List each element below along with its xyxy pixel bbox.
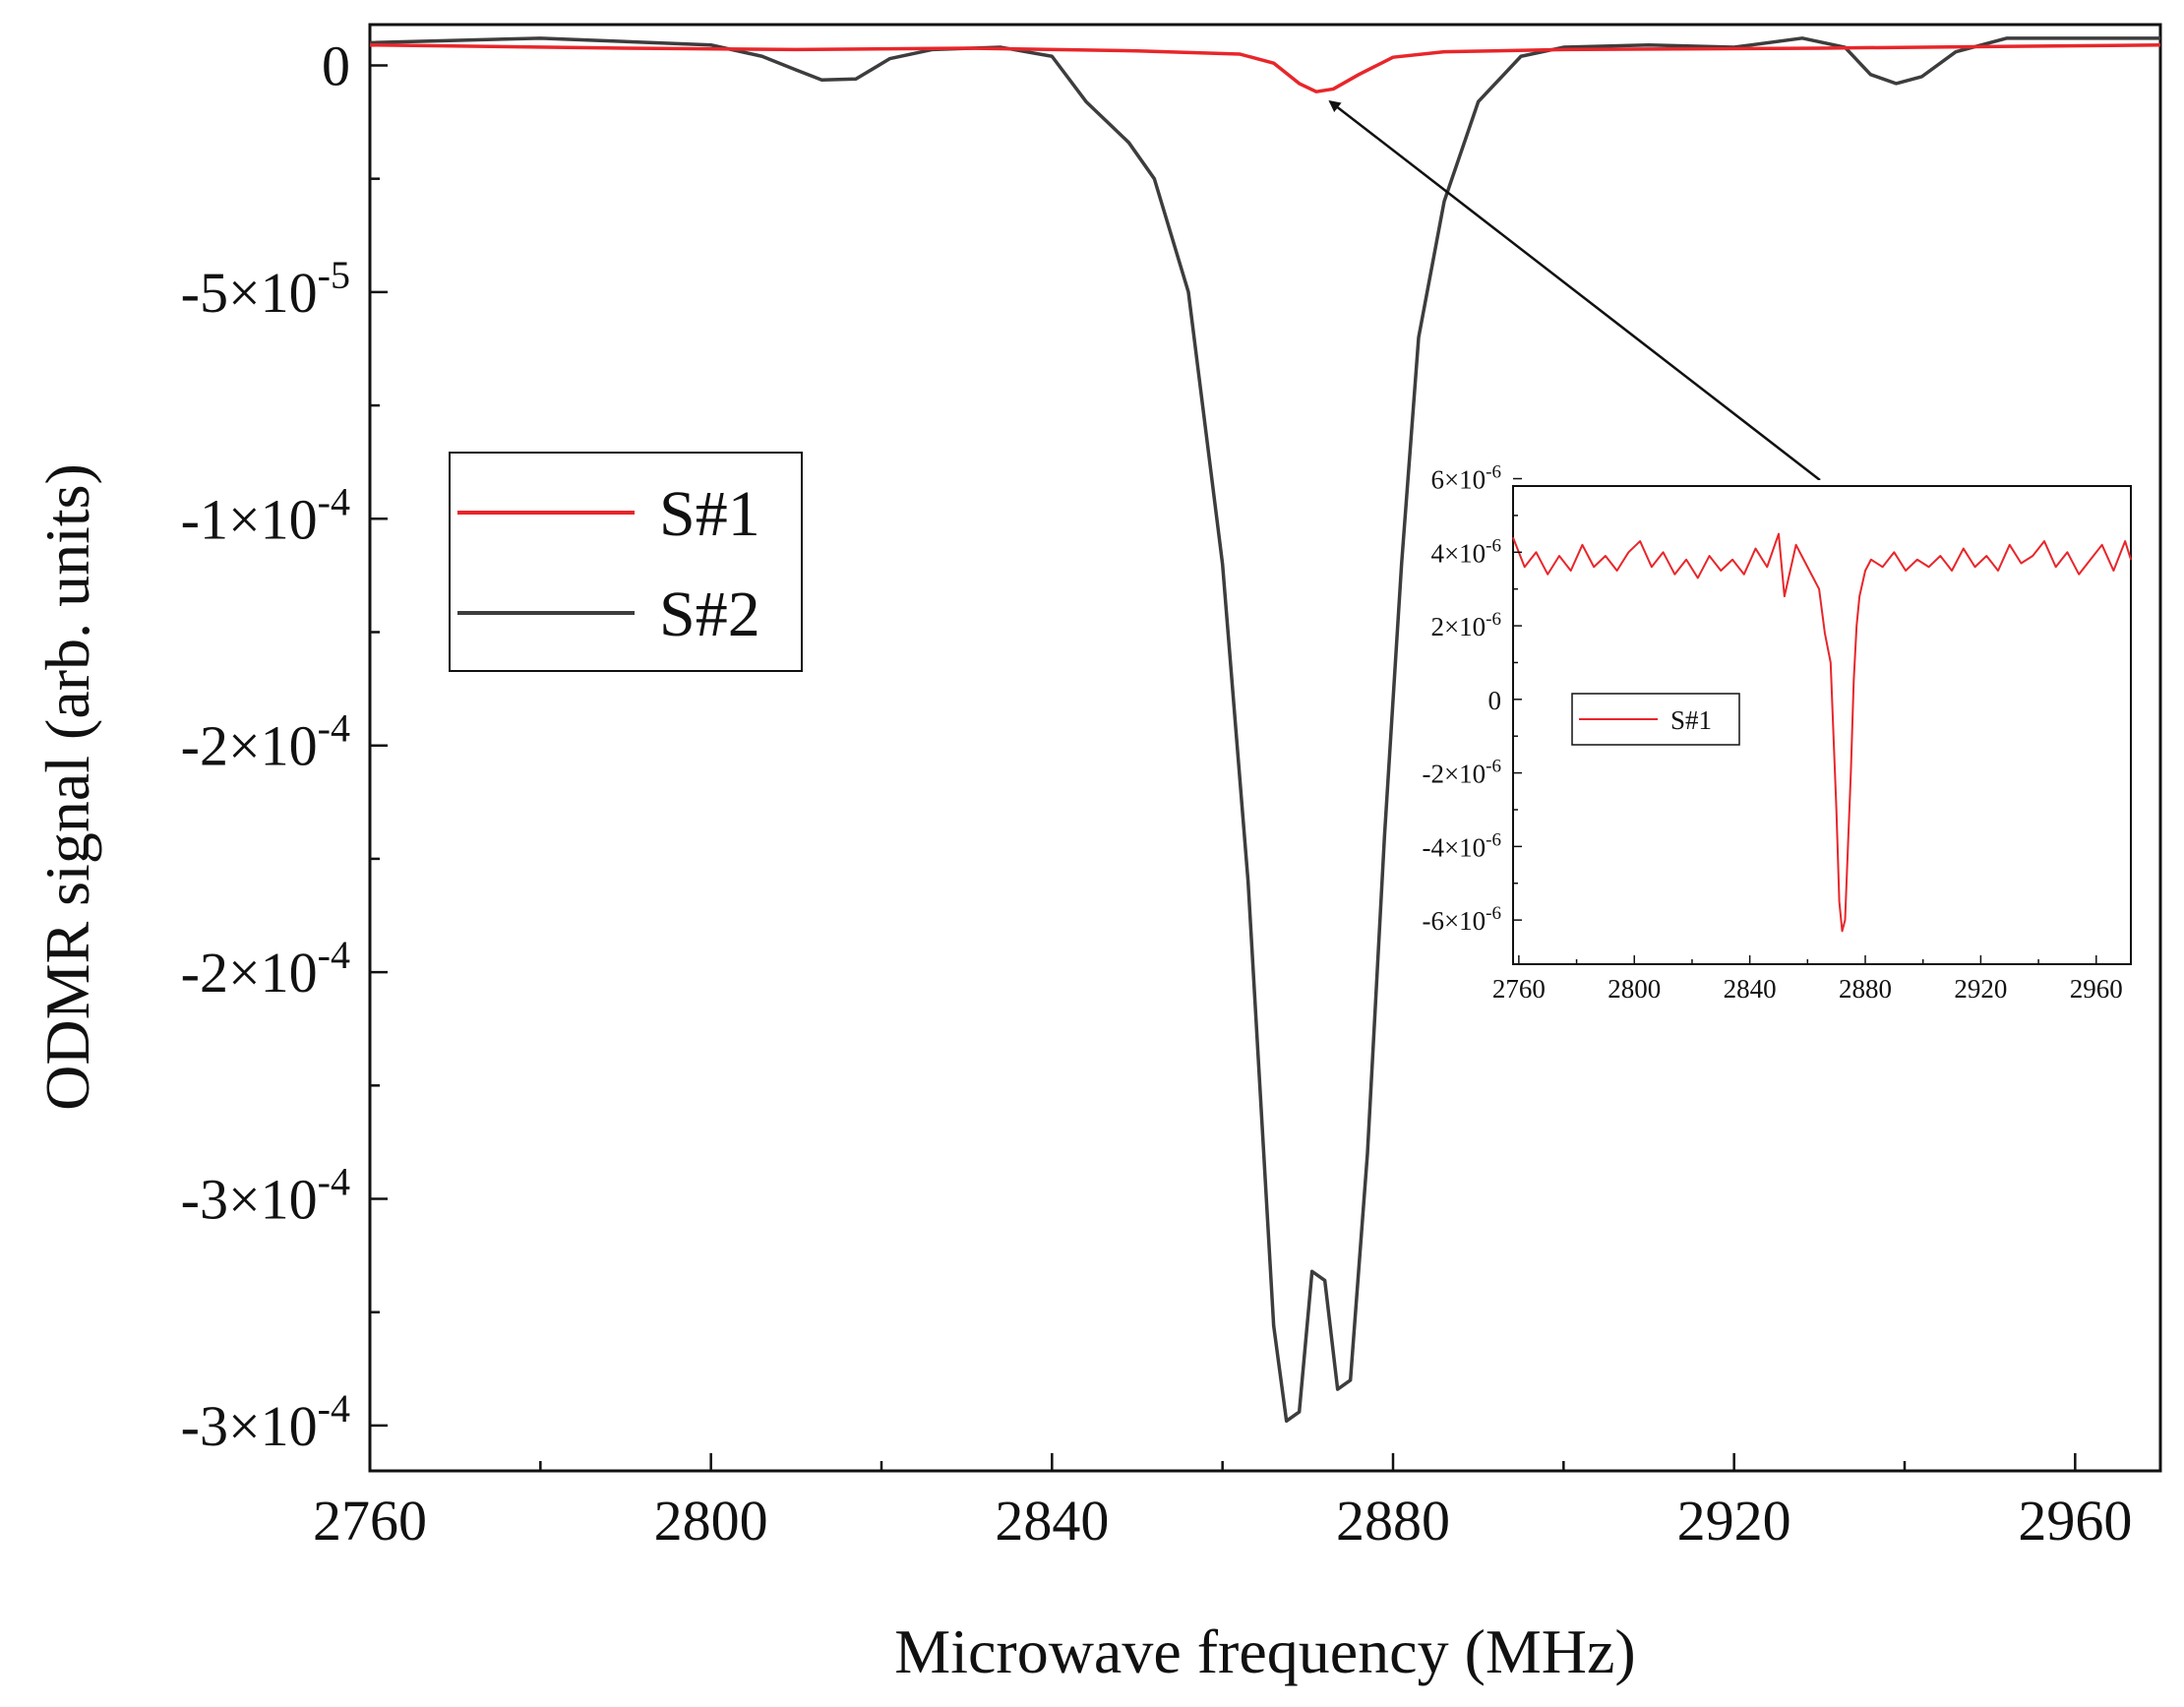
inset-y-tick-label: 4×10-6 — [1430, 535, 1501, 568]
main-y-tick-label: 0 — [322, 33, 350, 97]
main-y-tick-label: -1×10-4 — [181, 479, 350, 551]
inset-x-axis: 2760 2800 2840 2880 2920 2960 — [1492, 955, 2123, 1004]
legend-label-s2: S#2 — [659, 579, 760, 650]
main-x-tick-label: 2960 — [2018, 1489, 2132, 1553]
main-x-tick-label: 2880 — [1336, 1489, 1450, 1553]
inset-y-tick-label: -4×10-6 — [1422, 829, 1501, 862]
inset-y-tick-label: -2×10-6 — [1422, 757, 1501, 789]
inset-x-tick-label: 2920 — [1954, 974, 2007, 1004]
main-y-tick-label: -5×10-5 — [181, 253, 350, 325]
inset-y-tick-label: -6×10-6 — [1422, 903, 1501, 936]
inset-y-axis: 6×10-6 4×10-6 2×10-6 0 -2×10-6 -4×10-6 -6×10-6 — [1422, 462, 1522, 936]
inset-x-tick-label: 2760 — [1492, 974, 1546, 1004]
annotation-arrow — [1328, 99, 1821, 481]
main-y-tick-label: -2×10-4 — [181, 706, 350, 778]
inset-x-tick-label: 2800 — [1608, 974, 1661, 1004]
main-series-s1-line — [369, 42, 2161, 93]
main-y-axis: 0 -5×10-5 -1×10-4 -2×10-4 -2×10-4 -3×10-4 -3×1… — [181, 33, 388, 1458]
main-series-layer — [369, 36, 2161, 1424]
x-axis-title: Microwave frequency (MHz) — [894, 1616, 1635, 1686]
main-x-tick-label: 2920 — [1677, 1489, 1791, 1553]
main-legend-box — [449, 452, 803, 672]
legend-label-s1: S#1 — [659, 478, 760, 550]
y-axis-title: ODMR signal (arb. units) — [32, 463, 102, 1111]
main-y-tick-label: -3×10-4 — [181, 1386, 350, 1458]
main-x-tick-label: 2760 — [313, 1489, 427, 1553]
inset-x-tick-label: 2960 — [2070, 974, 2123, 1004]
inset-legend: S#1 — [1571, 693, 1740, 746]
inset-legend-label-s1: S#1 — [1670, 705, 1712, 735]
main-x-axis: 2760 2800 2840 2880 2920 2960 — [313, 1453, 2132, 1553]
inset-x-tick-label: 2840 — [1724, 974, 1777, 1004]
main-plot-frame — [368, 23, 2162, 1473]
main-legend: S#1 S#2 — [449, 452, 803, 672]
inset-y-tick-label: 6×10-6 — [1430, 462, 1501, 495]
main-y-tick-label: -3×10-4 — [181, 1160, 350, 1232]
inset-series-s1-line — [1512, 532, 2132, 933]
main-y-tick-label: -2×10-4 — [181, 933, 350, 1005]
inset-plot-frame — [1512, 485, 2132, 965]
inset-series-layer — [1512, 532, 2132, 933]
inset-y-tick-label: 2×10-6 — [1430, 609, 1501, 641]
inset-y-tick-label: 0 — [1488, 686, 1502, 715]
main-x-tick-label: 2800 — [654, 1489, 768, 1553]
main-x-tick-label: 2840 — [995, 1489, 1109, 1553]
inset-x-tick-label: 2880 — [1839, 974, 1892, 1004]
